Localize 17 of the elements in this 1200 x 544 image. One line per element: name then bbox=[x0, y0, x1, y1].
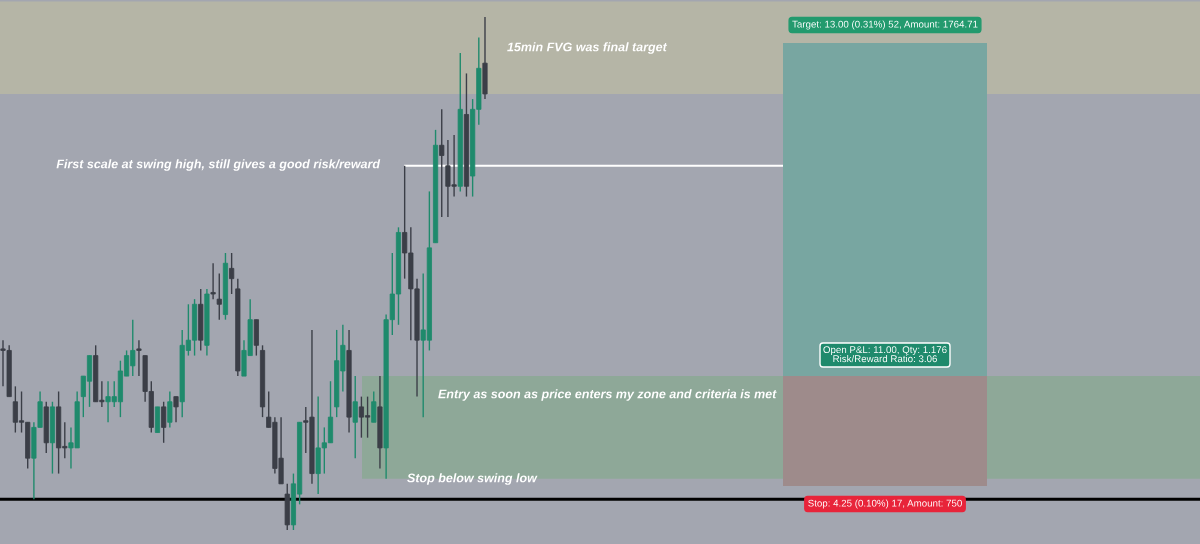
annotation: First scale at swing high, still gives a good risk/reward bbox=[56, 159, 381, 171]
candlestick bbox=[161, 401, 167, 444]
candlestick bbox=[173, 395, 179, 423]
candlestick bbox=[216, 272, 222, 321]
candlestick bbox=[439, 108, 445, 218]
candlestick bbox=[136, 339, 142, 377]
candlestick bbox=[371, 390, 377, 423]
text: Stop: 4.25 (0.10%) 17, Amount: 750 bbox=[808, 499, 962, 509]
candlestick bbox=[167, 390, 173, 429]
candlestick bbox=[352, 375, 358, 459]
text: Open P&L: 11.00, Qty: 1.176 Risk/Reward Ratio: 3.06 bbox=[823, 346, 947, 363]
annotation: Stop below swing low bbox=[407, 473, 538, 485]
text: Target: 13.00 (0.31%) 52, Amount: 1764.71 bbox=[792, 20, 978, 30]
text: 15min FVG was final target bbox=[507, 42, 668, 54]
candlestick bbox=[210, 262, 216, 300]
annotation: Entry as soon as price enters my zone and criteria is met bbox=[438, 389, 777, 401]
candlestick bbox=[229, 252, 235, 295]
